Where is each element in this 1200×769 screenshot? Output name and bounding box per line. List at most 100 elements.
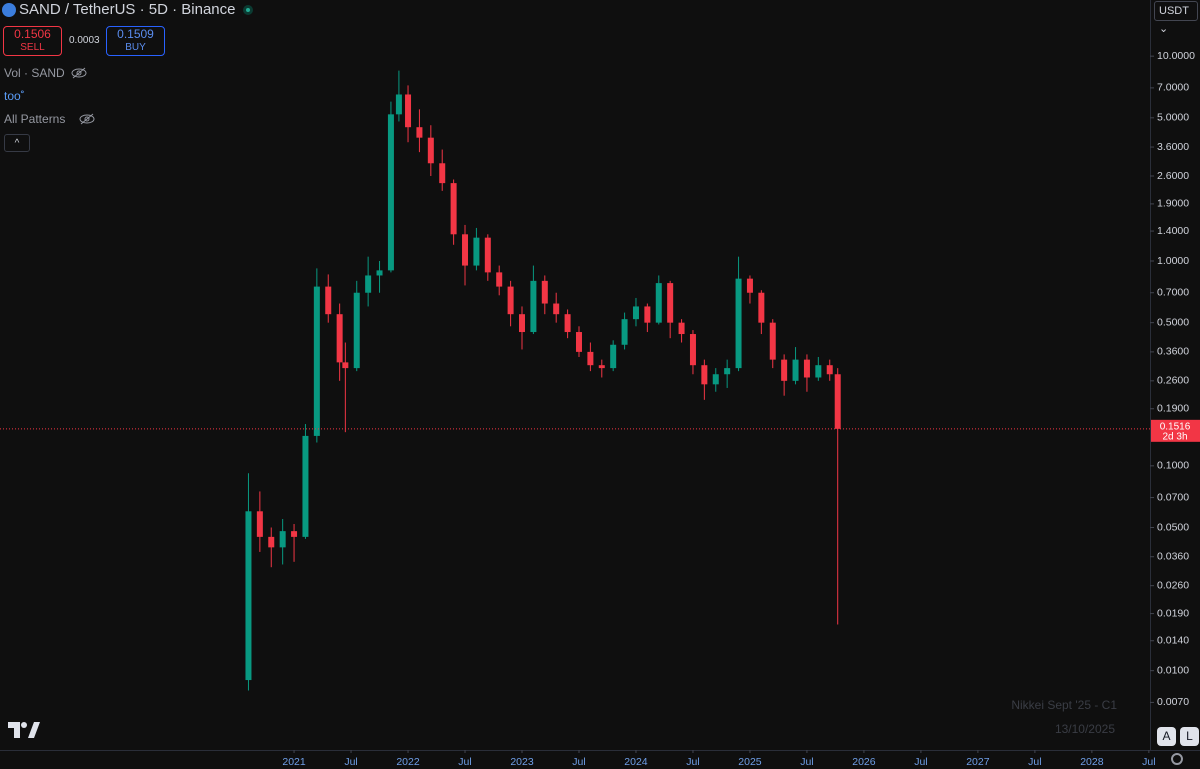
- y-tick-label: 10.0000: [1157, 50, 1195, 62]
- candle-body: [519, 314, 526, 333]
- candle-body: [564, 314, 571, 333]
- y-tick-label: 0.7000: [1157, 287, 1189, 299]
- x-tick-label: Jul: [1142, 756, 1155, 768]
- log-scale-button[interactable]: L: [1180, 727, 1199, 746]
- candle-body: [365, 275, 372, 293]
- candle-body: [724, 368, 731, 375]
- collapse-button[interactable]: ^: [4, 134, 30, 152]
- candle-body: [758, 292, 765, 323]
- x-tick-label: 2027: [966, 756, 990, 768]
- candle-body: [405, 94, 412, 128]
- candle-body: [598, 365, 605, 369]
- y-tick-label: 5.0000: [1157, 112, 1189, 124]
- x-tick-label: 2025: [738, 756, 762, 768]
- indicator-volume[interactable]: Vol · SAND: [4, 66, 65, 80]
- y-tick-label: 0.3600: [1157, 346, 1189, 358]
- currency-button[interactable]: USDT ⌄: [1154, 1, 1198, 35]
- candle-body: [342, 362, 349, 369]
- y-tick-label: 0.0070: [1157, 696, 1189, 708]
- candle-body: [826, 365, 833, 375]
- indicator-patterns[interactable]: All Patterns: [4, 112, 66, 126]
- candle-body: [610, 344, 617, 369]
- tv-logo: [8, 722, 40, 738]
- candle-body: [496, 272, 503, 287]
- buy-button[interactable]: 0.1509 BUY: [106, 26, 165, 56]
- candle-body: [245, 511, 252, 681]
- y-tick-label: 0.0700: [1157, 491, 1189, 503]
- x-tick-label: 2024: [624, 756, 648, 768]
- candle-body: [655, 283, 662, 323]
- y-tick-label: 0.1900: [1157, 403, 1189, 415]
- x-tick-label: Jul: [800, 756, 813, 768]
- y-tick-label: 7.0000: [1157, 82, 1189, 94]
- candle-body: [553, 303, 560, 315]
- x-tick-label: 2021: [282, 756, 306, 768]
- x-tick-label: Jul: [1028, 756, 1041, 768]
- candle-body: [632, 306, 639, 320]
- market-status-dot: [243, 5, 253, 15]
- candle-body: [268, 536, 275, 548]
- candle-body: [450, 183, 457, 235]
- auto-scale-button[interactable]: A: [1157, 727, 1176, 746]
- eye-off-icon[interactable]: [78, 113, 96, 125]
- buy-label: BUY: [125, 42, 146, 53]
- y-tick-label: 1.9000: [1157, 198, 1189, 210]
- price-tag-countdown: 2d 3h: [1162, 431, 1187, 442]
- price-axis-bg: [1150, 0, 1200, 769]
- currency-label: USDT: [1159, 5, 1189, 17]
- candle-body: [507, 286, 514, 315]
- candle-body: [427, 137, 434, 164]
- sell-button[interactable]: 0.1506 SELL: [3, 26, 62, 56]
- sell-price: 0.1506: [14, 27, 51, 41]
- candle-body: [353, 292, 360, 369]
- settings-icon[interactable]: [1171, 753, 1183, 765]
- candle-body: [530, 280, 537, 333]
- x-tick-label: Jul: [914, 756, 927, 768]
- candle-body: [302, 435, 309, 537]
- candle-body: [769, 322, 776, 360]
- y-tick-label: 0.0260: [1157, 579, 1189, 591]
- x-tick-label: Jul: [572, 756, 585, 768]
- price-tag-value: 0.1516: [1160, 421, 1191, 432]
- candle-body: [473, 237, 480, 266]
- candle-body: [735, 278, 742, 369]
- x-tick-label: 2026: [852, 756, 876, 768]
- candle-body: [678, 322, 685, 335]
- candle-body: [279, 531, 286, 548]
- candle-body: [416, 127, 423, 138]
- candle-body: [575, 332, 582, 352]
- sell-label: SELL: [20, 42, 45, 53]
- watermark-line2: 13/10/2025: [1055, 722, 1115, 736]
- y-tick-label: 1.4000: [1157, 225, 1189, 237]
- y-tick-label: 0.0100: [1157, 664, 1189, 676]
- x-tick-label: 2022: [396, 756, 420, 768]
- y-tick-label: 0.1000: [1157, 460, 1189, 472]
- y-tick-label: 0.0500: [1157, 521, 1189, 533]
- y-tick-label: 0.0190: [1157, 607, 1189, 619]
- candle-body: [701, 365, 708, 385]
- candle-body: [781, 359, 788, 381]
- y-tick-label: 1.0000: [1157, 255, 1189, 267]
- candle-body: [256, 511, 263, 537]
- x-tick-label: Jul: [344, 756, 357, 768]
- candle-body: [291, 531, 298, 537]
- candle-body: [387, 114, 394, 271]
- candle-body: [667, 283, 674, 323]
- candle-body: [439, 163, 446, 184]
- x-tick-label: Jul: [686, 756, 699, 768]
- eye-off-icon[interactable]: [70, 67, 88, 79]
- price-tag: [1151, 419, 1200, 442]
- indicator-script[interactable]: too˚: [4, 89, 25, 103]
- candle-body: [621, 319, 628, 345]
- x-tick-label: Jul: [458, 756, 471, 768]
- candle-body: [712, 374, 719, 385]
- candle-body: [746, 278, 753, 293]
- candle-body: [376, 270, 383, 276]
- buy-price: 0.1509: [117, 27, 154, 41]
- candle-body: [803, 359, 810, 378]
- spread: 0.0003: [69, 35, 100, 46]
- symbol-title: SAND / TetherUS · 5D · Binance: [19, 1, 236, 18]
- y-tick-label: 3.6000: [1157, 141, 1189, 153]
